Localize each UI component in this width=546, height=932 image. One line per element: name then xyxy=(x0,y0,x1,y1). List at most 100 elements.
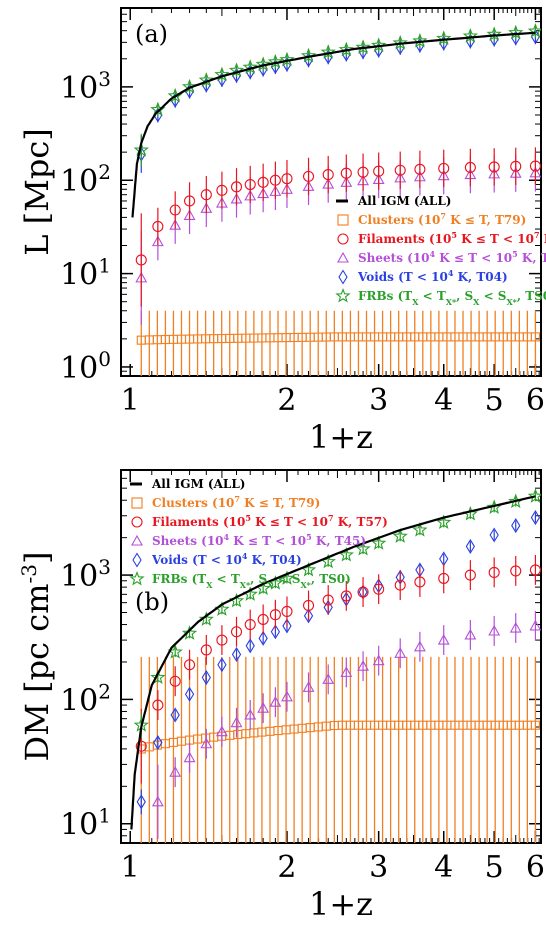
voids-point xyxy=(258,630,268,646)
legend-label-voids: Voids (T < 104​ K, T04) xyxy=(357,268,508,284)
filaments-point xyxy=(464,161,476,174)
series-all-igm-line xyxy=(131,31,536,218)
filaments-point xyxy=(135,740,147,752)
frbs-point xyxy=(436,514,452,529)
filaments-point xyxy=(340,167,352,179)
filaments-point xyxy=(244,178,256,191)
sheets-point xyxy=(413,640,426,652)
filaments-point xyxy=(269,609,281,621)
frbs-point xyxy=(436,30,452,46)
legend-marker-voids xyxy=(132,552,142,568)
x-tick-label: 1 xyxy=(121,850,140,885)
frbs-point xyxy=(255,56,271,71)
frbs-point xyxy=(355,540,371,556)
filaments-point xyxy=(394,579,406,591)
voids-point xyxy=(217,657,227,673)
legend: All IGM (ALL) Clusters (107​ K ≤ T, T79) F… xyxy=(335,194,546,307)
filaments-point xyxy=(135,254,147,266)
legend: All IGM (ALL) Clusters (107​ K ≤ T, T79) F… xyxy=(129,477,388,590)
panel-label: (a) xyxy=(135,20,168,48)
y-axis-label: L [Mpc] xyxy=(18,128,56,256)
frbs-point xyxy=(279,51,295,67)
filaments-point xyxy=(322,594,334,606)
y-tick-label: 100 xyxy=(60,347,111,386)
series-frbs xyxy=(133,23,541,167)
frbs-point xyxy=(150,669,166,685)
filaments-point xyxy=(200,644,212,656)
legend-label-clusters: Clusters (107​ K ≤ T, T79) xyxy=(152,494,320,510)
frbs-point xyxy=(320,44,336,59)
legend-marker-clusters xyxy=(337,214,349,226)
frbs-point xyxy=(527,23,541,38)
x-axis-label: 1+z xyxy=(309,885,373,923)
x-tick-label: 1 xyxy=(121,383,140,418)
x-tick-label: 3 xyxy=(369,383,388,418)
filaments-point xyxy=(414,163,426,175)
frbs-point xyxy=(198,611,214,626)
legend-marker-sheets xyxy=(337,251,349,263)
filaments-point xyxy=(438,162,450,174)
frbs-point xyxy=(214,66,230,82)
frbs-point xyxy=(486,26,502,41)
filaments-point xyxy=(152,220,164,232)
legend-marker-sheets xyxy=(131,534,143,546)
filaments-point xyxy=(373,165,385,177)
y-tick-label: 103 xyxy=(60,67,111,106)
sheets-point xyxy=(244,708,257,720)
legend-label-all: All IGM (ALL) xyxy=(357,194,451,208)
series-all-igm-line xyxy=(130,495,536,830)
voids-point xyxy=(184,686,195,702)
legend-label-frbs: FRBs (TX​ < TX*​, SX​ < SX*​, TS0) xyxy=(152,572,351,590)
sheets-point xyxy=(529,619,541,631)
legend-marker-frbs xyxy=(129,570,145,586)
filaments-point xyxy=(322,169,334,181)
voids-point xyxy=(489,527,499,543)
filaments-point xyxy=(529,160,541,172)
filaments-point xyxy=(302,170,315,182)
frbs-point xyxy=(133,142,149,157)
filaments-point xyxy=(184,659,196,671)
voids-point xyxy=(530,510,541,526)
voids-point xyxy=(511,518,521,534)
frbs-point xyxy=(355,39,371,54)
filaments-point xyxy=(200,189,212,201)
sheets-point xyxy=(169,766,182,777)
x-tick-label: 3 xyxy=(369,850,388,885)
frbs-point xyxy=(242,59,258,74)
filaments-point xyxy=(169,675,181,687)
sheets-point xyxy=(169,219,182,230)
filaments-point xyxy=(216,634,228,646)
legend-label-voids: Voids (T < 104​ K, T04) xyxy=(151,551,302,567)
voids-point xyxy=(136,794,146,810)
filaments-point xyxy=(357,166,369,178)
legend-marker-frbs xyxy=(335,287,351,303)
data-area xyxy=(131,23,541,376)
frbs-point xyxy=(508,24,524,40)
filaments-point xyxy=(340,590,352,602)
sheets-point xyxy=(464,628,477,640)
x-axis-label: 1+z xyxy=(309,418,373,456)
sheets-point xyxy=(215,725,228,737)
sheets-point xyxy=(257,702,270,713)
y-tick-label: 101 xyxy=(60,254,111,293)
data-area xyxy=(130,488,541,843)
sheets-point xyxy=(437,633,450,645)
voids-point xyxy=(465,538,476,554)
frbs-point xyxy=(392,528,408,543)
x-tick-label: 4 xyxy=(434,383,453,418)
frbs-point xyxy=(267,53,284,69)
sheets-point xyxy=(394,647,407,658)
frbs-point xyxy=(181,78,198,94)
filaments-point xyxy=(529,564,541,576)
voids-point xyxy=(153,734,163,751)
filaments-point xyxy=(269,174,281,186)
frbs-point xyxy=(371,535,387,550)
series-sheets xyxy=(151,610,541,840)
x-tick-label: 5 xyxy=(485,383,504,418)
x-tick-label: 4 xyxy=(434,850,453,885)
frbs-point xyxy=(412,522,428,537)
sheets-point xyxy=(281,690,293,702)
frbs-point xyxy=(181,625,198,640)
sheets-point xyxy=(340,666,353,677)
filaments-point xyxy=(257,613,269,625)
